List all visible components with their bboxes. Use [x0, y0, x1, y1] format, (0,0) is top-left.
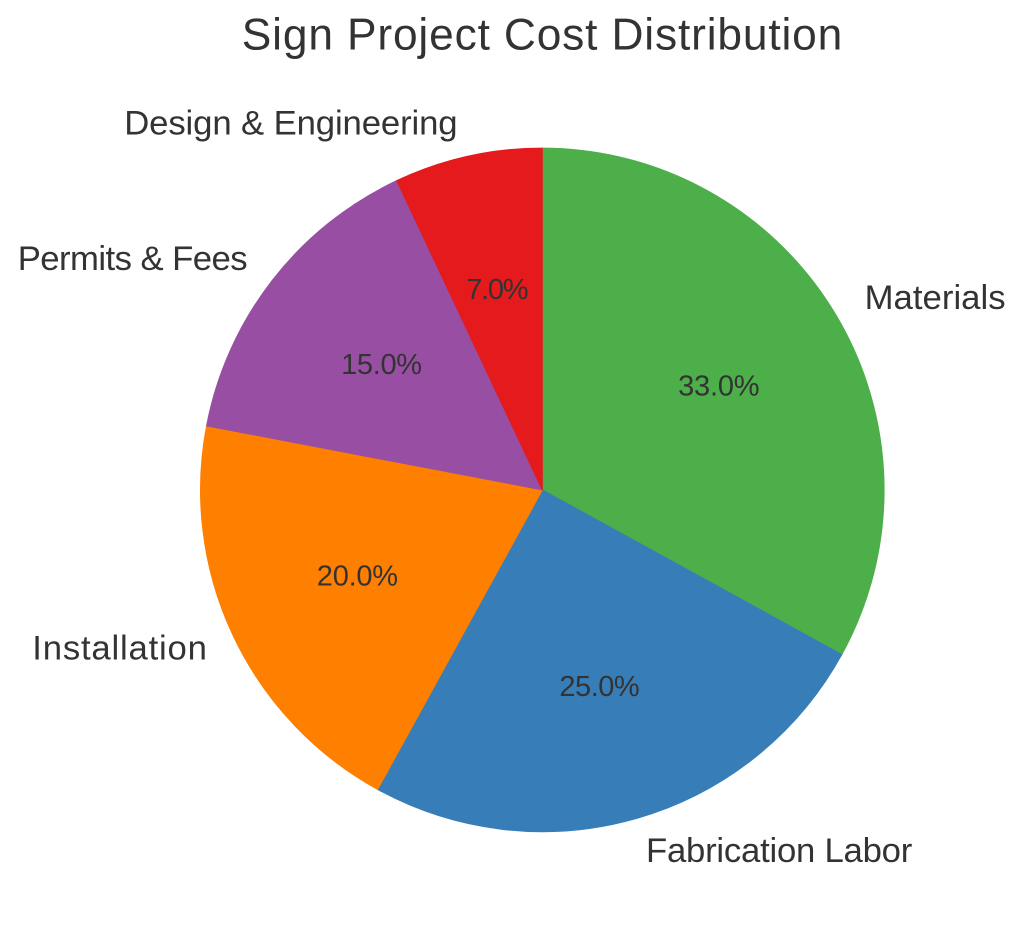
svg-text:Design & Engineering: Design & Engineering	[124, 104, 457, 142]
svg-text:Materials: Materials	[865, 279, 1006, 317]
svg-text:7.0%: 7.0%	[466, 274, 528, 306]
svg-text:15.0%: 15.0%	[341, 349, 422, 381]
svg-text:25.0%: 25.0%	[559, 671, 639, 703]
svg-text:Sign Project Cost Distribution: Sign Project Cost Distribution	[242, 10, 843, 59]
svg-text:20.0%: 20.0%	[317, 561, 398, 593]
svg-text:Fabrication Labor: Fabrication Labor	[646, 832, 912, 870]
svg-text:Permits & Fees: Permits & Fees	[18, 240, 248, 278]
svg-text:33.0%: 33.0%	[678, 370, 760, 402]
svg-text:Installation: Installation	[32, 629, 207, 667]
